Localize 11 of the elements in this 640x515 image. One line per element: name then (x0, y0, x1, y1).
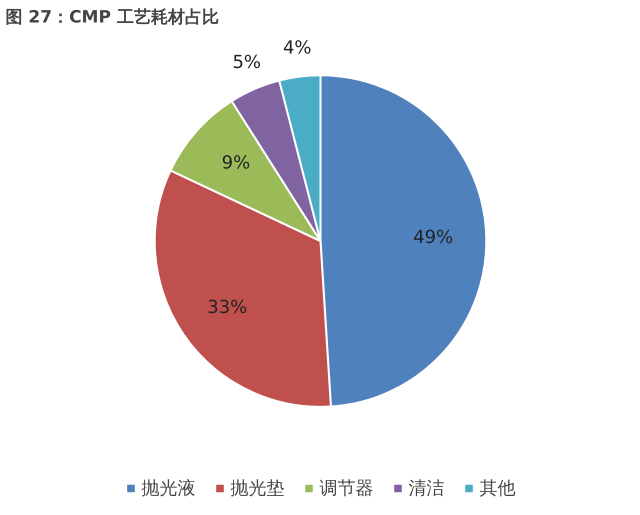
data-label: 33% (207, 297, 248, 318)
data-label: 4% (282, 37, 312, 58)
data-label: 5% (232, 52, 262, 73)
legend-label: 抛光液 (142, 477, 196, 500)
data-label: 49% (413, 226, 454, 248)
legend-label: 调节器 (320, 477, 374, 500)
chart-title: 图 27：CMP 工艺耗材占比 (6, 8, 219, 28)
data-label: 9% (222, 152, 250, 174)
legend-label: 清洁 (408, 477, 444, 500)
legend-label: 抛光垫 (230, 477, 284, 500)
legend-label: 其他 (480, 477, 516, 500)
